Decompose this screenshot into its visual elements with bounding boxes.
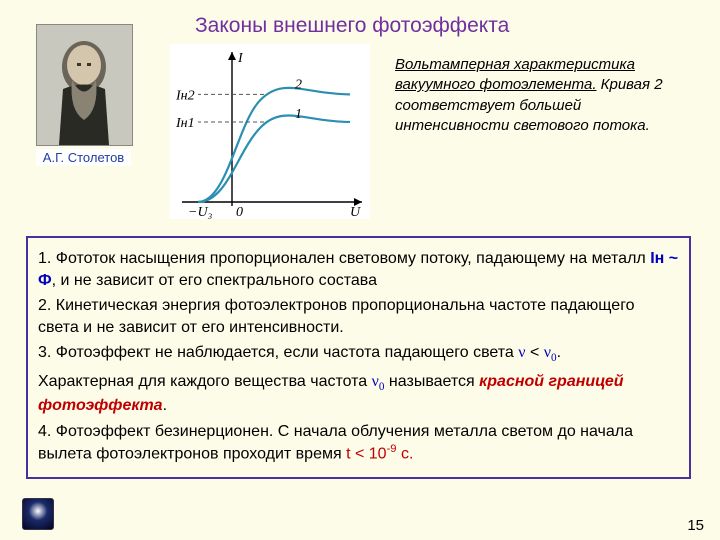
law4-t: t < 10: [346, 445, 386, 462]
law4-exp: -9: [387, 443, 397, 455]
law3-dot: .: [163, 397, 167, 414]
law4-unit: с.: [397, 445, 414, 462]
law3-nu0-sub: 0: [551, 353, 557, 365]
law3-nu: ν: [518, 344, 525, 361]
law-3: 3. Фотоэффект не наблюдается, если часто…: [38, 342, 679, 366]
slide: Законы внешнего фотоэффекта А.Г. Столето…: [0, 0, 720, 540]
law1-pre: 1. Фототок насыщения пропорционален свет…: [38, 250, 650, 267]
law3b-b: называется: [384, 373, 479, 390]
iv-caption: Вольтамперная характеристика вакуумного …: [395, 55, 695, 136]
portrait-block: А.Г. Столетов: [36, 24, 131, 166]
law-3b: Характерная для каждого вещества частота…: [38, 371, 679, 417]
svg-text:−U₃: −U₃: [188, 205, 213, 219]
svg-text:1: 1: [295, 107, 302, 122]
law3-pre: 3. Фотоэффект не наблюдается, если часто…: [38, 344, 518, 361]
law-2: 2. Кинетическая энергия фотоэлектронов п…: [38, 295, 679, 338]
law4-pre: 4. Фотоэффект безинерционен. С начала об…: [38, 423, 633, 463]
svg-text:2: 2: [295, 77, 302, 92]
svg-text:0: 0: [236, 205, 243, 219]
law-1: 1. Фототок насыщения пропорционален свет…: [38, 248, 679, 291]
law3b-nu0: ν: [372, 373, 379, 390]
laws-box: 1. Фототок насыщения пропорционален свет…: [26, 236, 691, 479]
iv-chart: IU0−U₃Iн1Iн212: [170, 44, 370, 219]
iv-caption-underline: Вольтамперная характеристика вакуумного …: [395, 56, 635, 93]
page-title: Законы внешнего фотоэффекта: [195, 14, 509, 38]
svg-text:U: U: [350, 205, 361, 219]
logo-icon: [22, 498, 54, 530]
law1-post: , и не зависит от его спектрального сост…: [52, 272, 377, 289]
svg-text:Iн2: Iн2: [175, 88, 195, 103]
law-4: 4. Фотоэффект безинерционен. С начала об…: [38, 421, 679, 466]
svg-text:Iн1: Iн1: [175, 116, 195, 131]
page-number: 15: [687, 517, 704, 534]
portrait-caption: А.Г. Столетов: [36, 149, 131, 166]
law3-lt: <: [526, 344, 544, 361]
iv-chart-svg: IU0−U₃Iн1Iн212: [170, 44, 370, 219]
portrait-icon: [37, 25, 132, 145]
law3b-a: Характерная для каждого вещества частота: [38, 373, 372, 390]
law3-nu0: ν: [544, 344, 551, 361]
portrait-image: [36, 24, 133, 146]
